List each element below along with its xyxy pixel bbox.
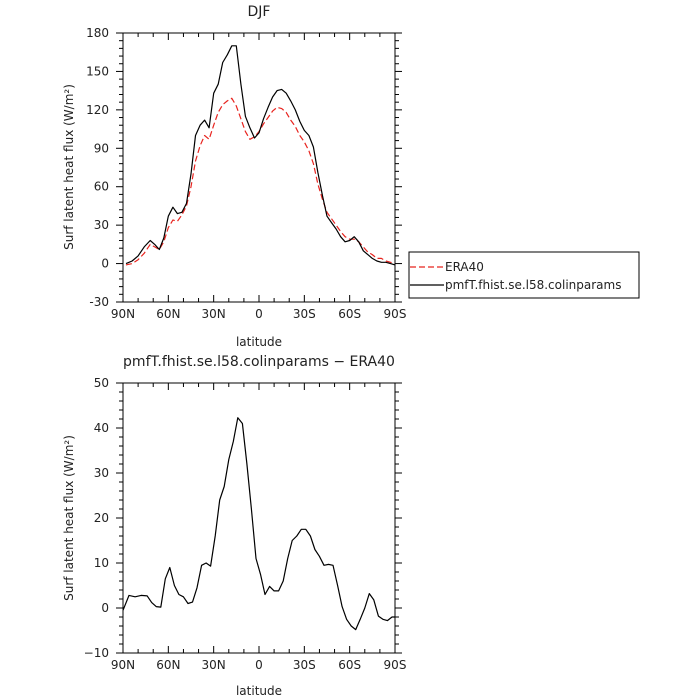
top-y-tick-label: 60	[94, 180, 109, 194]
top-y-tick-label: 120	[86, 103, 109, 117]
top-y-tick-label: 90	[94, 141, 109, 155]
bottom-chart-ticks: 90N 60N 30N 0 30S 60S 90S −10 0 10 20 30 40 50	[84, 376, 407, 672]
legend-box	[408, 251, 640, 299]
bottom-x-tick-label: 0	[255, 658, 263, 672]
top-x-tick-label: 0	[255, 307, 263, 321]
top-chart-title: DJF	[248, 4, 271, 20]
bottom-chart-panel: pmfT.fhist.se.l58.colinparams − ERA40 Su…	[62, 354, 406, 698]
bottom-y-tick-label: −10	[84, 646, 109, 660]
bottom-y-tick-label: 20	[94, 511, 109, 525]
top-x-tick-label: 30N	[202, 307, 226, 321]
top-y-tick-label: 0	[101, 257, 109, 271]
top-x-tick-label: 90N	[111, 307, 135, 321]
top-chart-frame	[122, 32, 396, 303]
bottom-chart-frame	[122, 382, 396, 654]
bottom-y-tick-label: 40	[94, 421, 109, 435]
top-y-tick-label: 150	[86, 64, 109, 78]
bottom-chart-xlabel: latitude	[236, 684, 282, 698]
top-chart-xlabel: latitude	[236, 335, 282, 349]
bottom-chart-title: pmfT.fhist.se.l58.colinparams − ERA40	[123, 354, 395, 370]
top-chart-legend: ERA40 pmfT.fhist.se.l58.colinparams	[408, 251, 640, 299]
top-x-tick-label: 60S	[338, 307, 361, 321]
bottom-x-tick-label: 60N	[156, 658, 180, 672]
top-x-tick-label: 30S	[293, 307, 316, 321]
bottom-x-tick-label: 30N	[202, 658, 226, 672]
bottom-y-tick-label: 0	[101, 601, 109, 615]
bottom-x-tick-label: 90N	[111, 658, 135, 672]
top-y-tick-label: 30	[94, 218, 109, 232]
legend-label-pmft: pmfT.fhist.se.l58.colinparams	[445, 278, 621, 292]
bottom-chart-series	[122, 417, 395, 631]
bottom-y-tick-label: 30	[94, 466, 109, 480]
bottom-x-tick-label: 30S	[293, 658, 316, 672]
legend-label-era40: ERA40	[445, 260, 484, 274]
bottom-chart-ylabel: Surf latent heat flux (W/m²)	[62, 435, 76, 601]
bottom-y-tick-label: 10	[94, 556, 109, 570]
bottom-x-tick-label: 90S	[384, 658, 407, 672]
top-x-tick-label: 90S	[384, 307, 407, 321]
bottom-series-line-series-0	[122, 417, 395, 631]
top-y-tick-label: 180	[86, 26, 109, 40]
top-x-tick-label: 60N	[156, 307, 180, 321]
top-y-tick-label: -30	[89, 295, 109, 309]
top-series-line-era40	[125, 97, 396, 266]
top-series-line-pmft-fhist-se-l58-colinparams	[125, 45, 396, 266]
top-chart-panel: DJF Surf latent heat flux (W/m²) latitud…	[62, 4, 406, 349]
top-chart-ylabel: Surf latent heat flux (W/m²)	[62, 84, 76, 250]
top-chart-series	[125, 45, 396, 266]
top-chart-ticks: 90N 60N 30N 0 30S 60S 90S -30 0 30 60 90 120 150 180	[86, 26, 406, 321]
bottom-y-tick-label: 50	[94, 376, 109, 390]
bottom-x-tick-label: 60S	[338, 658, 361, 672]
